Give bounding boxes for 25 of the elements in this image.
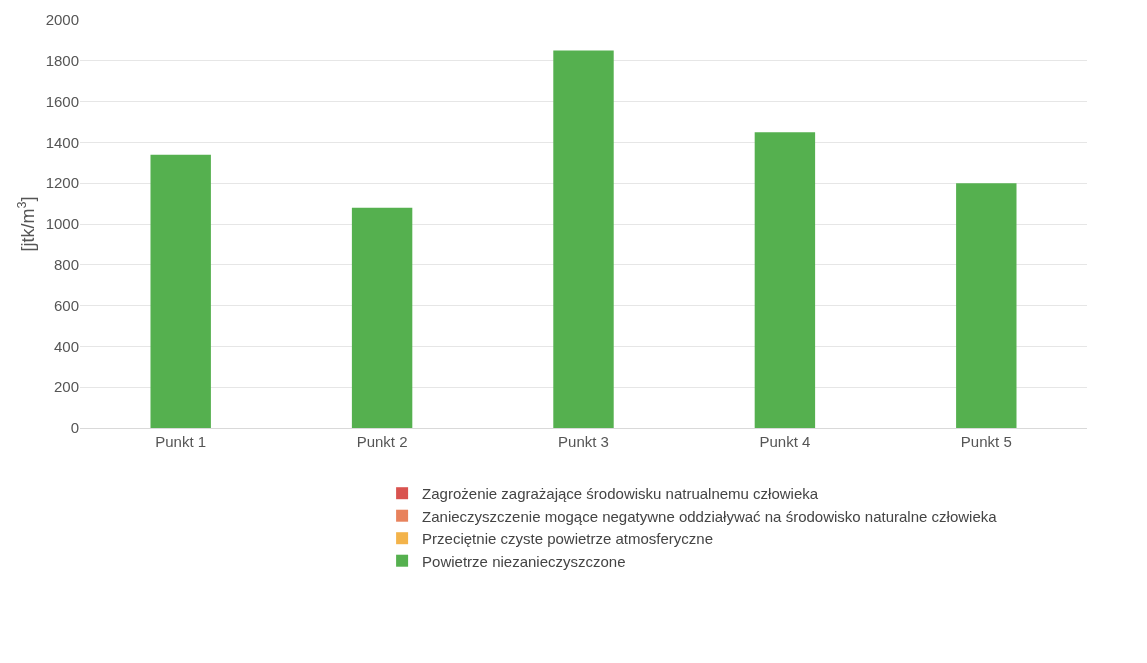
x-tick-label: Punkt 5	[960, 433, 1012, 450]
legend-label: Zanieczyszczenie mogące negatywne oddziaływać na środowisko naturalne człowieka	[422, 507, 998, 525]
y-tick-label: 200	[53, 378, 79, 396]
legend-label: Przeciętnie czyste powietrze atmosferyczne	[422, 530, 714, 548]
x-tick-label: Punkt 1	[155, 433, 207, 450]
bar	[956, 183, 1017, 428]
y-tick-label: 1800	[45, 52, 79, 70]
y-tick-label: 2000	[45, 11, 79, 29]
y-tick-label: 1000	[45, 215, 79, 233]
bar	[553, 50, 614, 428]
bar	[150, 154, 211, 428]
bar	[351, 207, 413, 428]
y-tick-label: 1200	[45, 174, 79, 192]
y-tick-label: 0	[70, 419, 79, 437]
y-tick-label: 400	[53, 337, 79, 355]
bar	[754, 132, 816, 428]
y-tick-label: 1400	[45, 133, 79, 151]
x-tick-label: Punkt 2	[356, 433, 408, 450]
x-tick-label: Punkt 3	[558, 433, 609, 450]
y-tick-label: 800	[53, 256, 79, 274]
x-tick-label: Punkt 4	[759, 433, 811, 450]
legend-label: Powietrze niezanieczyszczone	[422, 552, 626, 570]
legend-label: Zagrożenie zagrażające środowisku natrualnemu człowieka	[422, 485, 819, 503]
y-tick-label: 600	[53, 296, 79, 314]
y-tick-label: 1600	[45, 92, 79, 110]
